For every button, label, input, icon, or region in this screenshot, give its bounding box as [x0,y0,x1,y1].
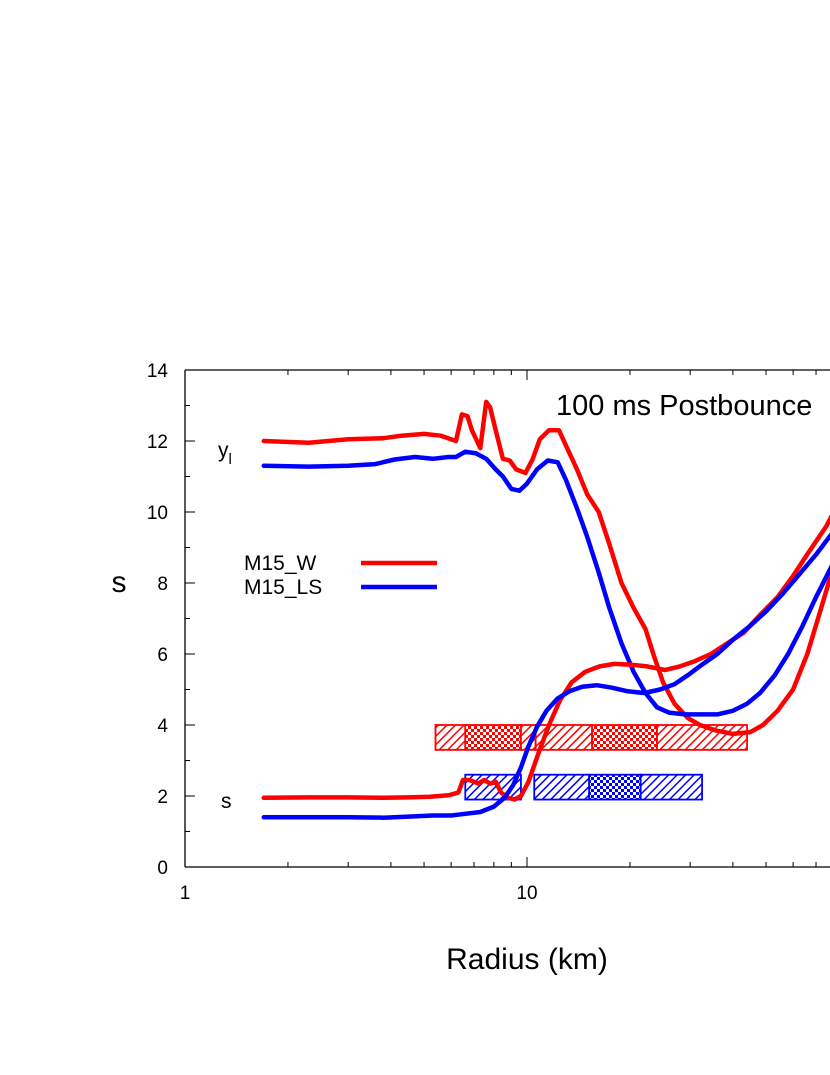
y-tick-label: 2 [157,787,168,808]
y-tick-label: 0 [157,858,168,879]
annotation-label-y: yl [218,439,232,468]
annotation-label-s: s [221,790,232,813]
annotation-text: s [221,790,232,813]
bands [434,724,748,801]
y-tick-label: 12 [147,432,168,453]
annotations: yl s [218,439,232,813]
annotation-subscript: l [229,451,232,468]
x-tick-label: 10 [516,883,537,904]
series-line-m15-w-ye [261,399,830,737]
band-segment-blue-checker [588,773,642,801]
band-segment-blue-hatch [533,773,591,801]
legend-label: M15_LS [244,576,322,599]
chart-title: 100 ms Postbounce [556,390,812,422]
series-lines [261,399,830,820]
annotation-text: y [218,439,229,462]
series-line-m15-ls-ye [261,449,830,717]
band-segment-red-hatch [434,724,467,751]
legend-label: M15_W [244,552,317,575]
y-tick-label: 14 [147,361,169,382]
y-tick-label: 8 [157,574,168,595]
band-segment-red-checker [464,724,522,751]
band-segment-red-checker [591,724,658,751]
band-segment-blue-hatch [639,773,703,801]
x-axis-title: Radius (km) [446,943,608,976]
y-tick-label: 4 [157,716,168,737]
series-line-m15-ls-s [261,532,830,820]
axes: 0 2 4 6 8 10 12 14 1 10 [147,361,830,904]
y-tick-label: 6 [157,645,168,666]
x-tick-label: 1 [180,883,191,904]
y-tick-label: 10 [147,503,168,524]
y-axis-title: s [112,566,127,599]
band-segment-red-hatch [656,724,748,751]
